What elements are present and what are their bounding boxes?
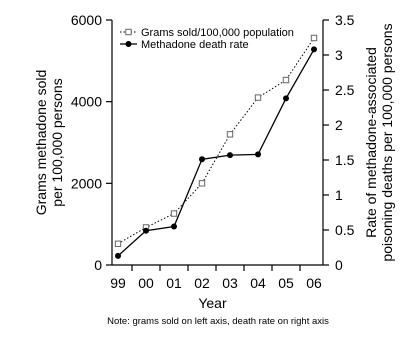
- left-tick-label: 0: [94, 257, 102, 273]
- data-point-circle: [255, 151, 261, 158]
- data-point-square: [226, 131, 234, 138]
- x-tick-label: 01: [166, 275, 182, 291]
- legend-label: Methadone death rate: [141, 39, 249, 51]
- right-tick-label: 0: [335, 257, 343, 273]
- legend-marker-circle: [125, 41, 132, 47]
- x-tick-label: 02: [194, 275, 210, 291]
- right-axis-title: Rate of methadone-associatedpoisoning de…: [363, 23, 395, 261]
- data-point-square: [254, 94, 262, 101]
- x-axis-title: Year: [198, 295, 227, 311]
- left-tick-label: 4000: [71, 94, 102, 110]
- data-point-circle: [283, 95, 289, 102]
- data-point-circle: [227, 152, 233, 159]
- right-tick-label: 3: [335, 47, 343, 63]
- data-point-circle: [199, 156, 205, 163]
- right-tick-label: 1: [335, 187, 343, 203]
- x-tick-label: 06: [306, 275, 322, 291]
- legend-item: Methadone death rate: [120, 39, 249, 51]
- left-axis-title-line: Grams methadone sold: [33, 70, 49, 216]
- left-tick-label: 2000: [71, 175, 102, 191]
- data-point-circle: [171, 223, 177, 230]
- right-tick-label: 3.5: [335, 12, 355, 28]
- right-tick-label: 2: [335, 117, 343, 133]
- series-line: [117, 37, 315, 245]
- series-2: [115, 46, 317, 259]
- right-axis-title-line: poisoning deaths per 100,000 persons: [379, 23, 395, 261]
- axes-group: 0 2000 4000 6000 0 0.5 1 1.5 2 2.5 3 3.5 99 00 01 02 03 0…: [33, 12, 395, 311]
- legend-item: Grams sold/100,000 population: [120, 27, 294, 39]
- left-axis-title: Grams methadone soldper 100,000 persons: [33, 70, 65, 216]
- legend-label: Grams sold/100,000 population: [141, 27, 294, 39]
- x-tick-label: 03: [222, 275, 238, 291]
- x-tick-label: 00: [138, 275, 154, 291]
- chart-note: Note: grams sold on left axis, death rat…: [107, 316, 329, 327]
- x-tick-label: 99: [110, 275, 126, 291]
- x-tick-label: 04: [250, 275, 266, 291]
- series-1: [114, 34, 318, 247]
- data-point-square: [282, 76, 290, 84]
- data-point-square: [198, 180, 206, 187]
- right-axis-title-line: Rate of methadone-associated: [363, 47, 379, 238]
- right-tick-label: 1.5: [335, 152, 355, 168]
- data-point-square: [114, 240, 122, 247]
- data-point-circle: [143, 227, 149, 234]
- legend-marker-square: [125, 28, 132, 36]
- right-tick-label: 0.5: [335, 222, 355, 238]
- data-point-circle: [311, 46, 317, 53]
- left-tick-label: 6000: [71, 12, 102, 28]
- series-line: [117, 49, 315, 257]
- left-axis-title-line: per 100,000 persons: [49, 78, 65, 206]
- data-point-square: [170, 210, 178, 217]
- right-tick-label: 2.5: [335, 82, 355, 98]
- x-tick-label: 05: [278, 275, 294, 291]
- data-point-circle: [115, 252, 121, 259]
- data-point-square: [310, 34, 318, 42]
- series-group: [114, 34, 318, 259]
